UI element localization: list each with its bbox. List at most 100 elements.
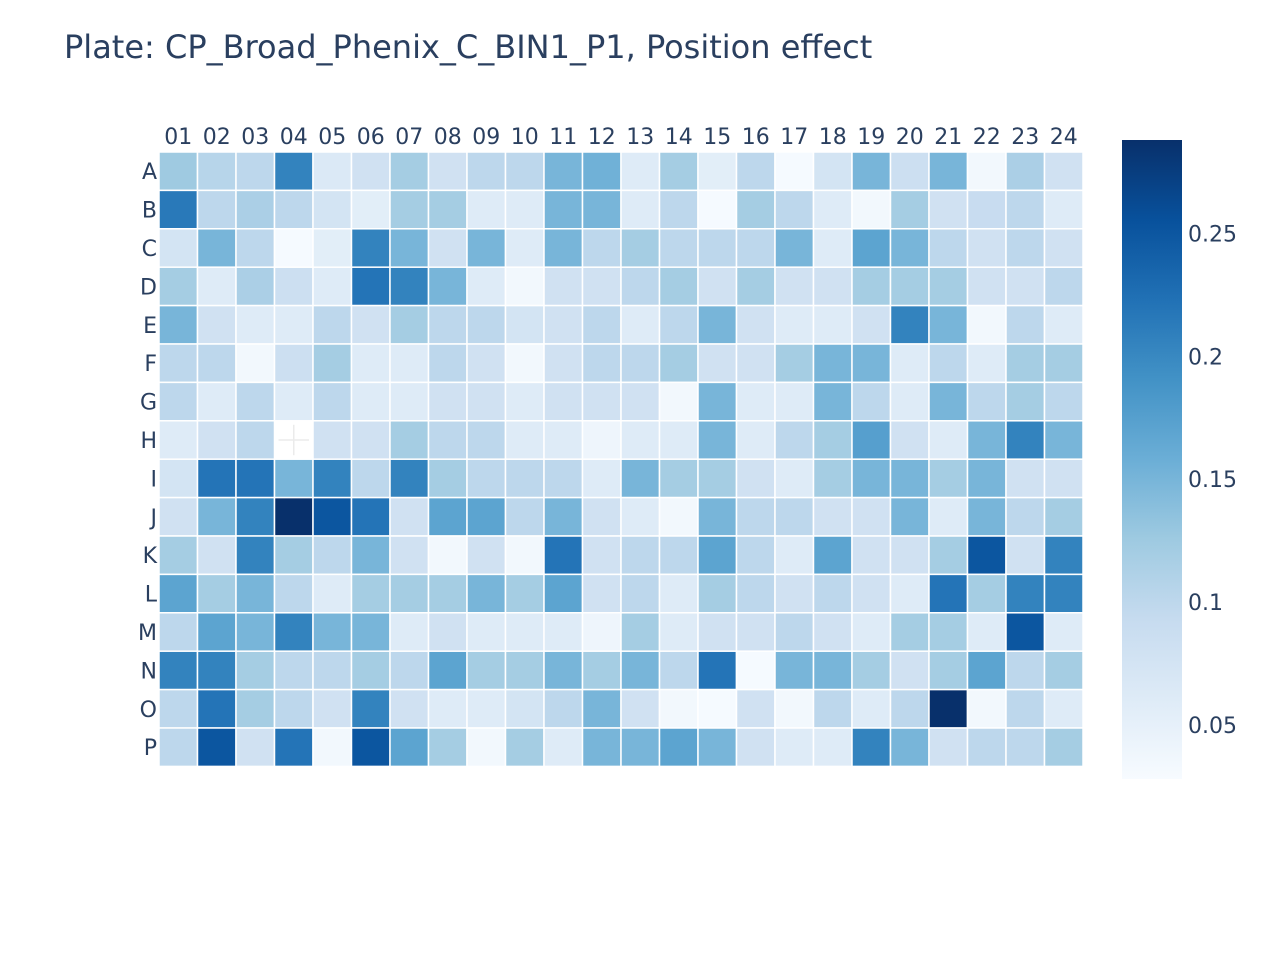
heatmap-cell-I06 xyxy=(350,458,391,499)
heatmap-cell-D06 xyxy=(350,266,391,307)
heatmap-cell-E10 xyxy=(504,304,545,345)
heatmap-cell-O23 xyxy=(1005,688,1046,729)
heatmap-cell-O18 xyxy=(812,688,853,729)
heatmap-cell-B03 xyxy=(235,189,276,230)
column-label-06: 06 xyxy=(357,125,385,150)
heatmap-cell-G08 xyxy=(427,381,468,422)
heatmap-cell-C01 xyxy=(158,228,199,268)
heatmap-cell-L18 xyxy=(812,573,853,614)
heatmap-cell-H01 xyxy=(158,420,199,460)
heatmap-cell-K15 xyxy=(697,535,738,576)
heatmap-cell-M18 xyxy=(812,612,853,652)
heatmap-cell-C20 xyxy=(889,228,930,268)
column-label-08: 08 xyxy=(434,125,462,150)
column-label-09: 09 xyxy=(472,125,500,150)
heatmap-cell-M23 xyxy=(1005,612,1046,652)
column-label-01: 01 xyxy=(164,125,192,150)
heatmap-cell-N01 xyxy=(158,650,199,691)
heatmap-cell-D09 xyxy=(466,266,507,307)
heatmap-cell-P15 xyxy=(697,727,738,768)
heatmap-cell-B17 xyxy=(774,189,815,230)
row-label-F: F xyxy=(144,352,157,377)
heatmap-cell-J14 xyxy=(658,496,699,537)
heatmap-cell-F14 xyxy=(658,343,699,384)
heatmap-cell-B06 xyxy=(350,189,391,230)
row-label-L: L xyxy=(145,583,158,608)
heatmap-cell-N20 xyxy=(889,650,930,691)
heatmap-cell-M07 xyxy=(389,612,430,652)
column-label-20: 20 xyxy=(896,125,924,150)
heatmap-cell-E03 xyxy=(235,304,276,345)
heatmap-cell-M06 xyxy=(350,612,391,652)
heatmap-cell-I01 xyxy=(158,458,199,499)
heatmap-cell-A02 xyxy=(196,151,237,192)
heatmap-cell-O20 xyxy=(889,688,930,729)
heatmap-cell-N06 xyxy=(350,650,391,691)
heatmap-cell-C04 xyxy=(273,228,314,268)
heatmap-cell-N23 xyxy=(1005,650,1046,691)
heatmap-cell-I18 xyxy=(812,458,853,499)
colorbar-ticks: 0.05 0.1 0.15 0.2 0.25 xyxy=(1188,222,1237,739)
row-label-N: N xyxy=(141,659,157,684)
heatmap-cell-I03 xyxy=(235,458,276,499)
column-label-24: 24 xyxy=(1050,125,1078,150)
heatmap-cell-F13 xyxy=(620,343,661,384)
heatmap-cell-A21 xyxy=(928,151,969,192)
heatmap-cell-A22 xyxy=(966,151,1007,192)
heatmap-cell-G18 xyxy=(812,381,853,422)
heatmap-cell-E17 xyxy=(774,304,815,345)
heatmap-cell-K18 xyxy=(812,535,853,576)
heatmap-cell-C17 xyxy=(774,228,815,268)
heatmap-cell-L20 xyxy=(889,573,930,614)
heatmap-cell-E06 xyxy=(350,304,391,345)
heatmap-cell-E13 xyxy=(620,304,661,345)
heatmap-cell-F21 xyxy=(928,343,969,384)
heatmap-cell-I05 xyxy=(312,458,353,499)
heatmap-cell-J01 xyxy=(158,496,199,537)
heatmap-cell-K17 xyxy=(774,535,815,576)
heatmap-cell-F20 xyxy=(889,343,930,384)
heatmap-cell-D14 xyxy=(658,266,699,307)
heatmap-cell-N03 xyxy=(235,650,276,691)
heatmap-cell-A19 xyxy=(851,151,892,192)
heatmap-cell-L24 xyxy=(1043,573,1084,614)
row-label-K: K xyxy=(143,544,158,569)
heatmap-cell-B07 xyxy=(389,189,430,230)
column-label-02: 02 xyxy=(203,125,231,150)
heatmap-cell-J15 xyxy=(697,496,738,537)
colorbar-tick-label: 0.15 xyxy=(1188,468,1237,493)
heatmap-cell-H24 xyxy=(1043,420,1084,460)
heatmap-cell-B21 xyxy=(928,189,969,230)
heatmap-cell-C08 xyxy=(427,228,468,268)
heatmap-cell-E19 xyxy=(851,304,892,345)
heatmap-cell-J19 xyxy=(851,496,892,537)
heatmap-cell-L22 xyxy=(966,573,1007,614)
heatmap-cell-M14 xyxy=(658,612,699,652)
heatmap-cell-P21 xyxy=(928,727,969,768)
heatmap-cell-O24 xyxy=(1043,688,1084,729)
heatmap-cell-G07 xyxy=(389,381,430,422)
row-label-D: D xyxy=(140,275,157,300)
row-label-G: G xyxy=(140,391,157,416)
heatmap-cell-I16 xyxy=(735,458,776,499)
heatmap-cell-G03 xyxy=(235,381,276,422)
heatmap-cell-N16 xyxy=(735,650,776,691)
heatmap-cell-J03 xyxy=(235,496,276,537)
heatmap-cell-K05 xyxy=(312,535,353,576)
heatmap-cell-A15 xyxy=(697,151,738,192)
heatmap-cell-K04 xyxy=(273,535,314,576)
heatmap-cell-E04 xyxy=(273,304,314,345)
heatmap-cell-F06 xyxy=(350,343,391,384)
heatmap-cell-D16 xyxy=(735,266,776,307)
column-label-23: 23 xyxy=(1011,125,1039,150)
heatmap-cell-N07 xyxy=(389,650,430,691)
heatmap-cell-D15 xyxy=(697,266,738,307)
colorbar-tick-label: 0.05 xyxy=(1188,714,1237,739)
heatmap-cell-O12 xyxy=(581,688,622,729)
column-label-15: 15 xyxy=(703,125,731,150)
heatmap-cell-P18 xyxy=(812,727,853,768)
heatmap-cell-L04 xyxy=(273,573,314,614)
heatmap-cell-P20 xyxy=(889,727,930,768)
heatmap-cell-F09 xyxy=(466,343,507,384)
heatmap-cell-M03 xyxy=(235,612,276,652)
